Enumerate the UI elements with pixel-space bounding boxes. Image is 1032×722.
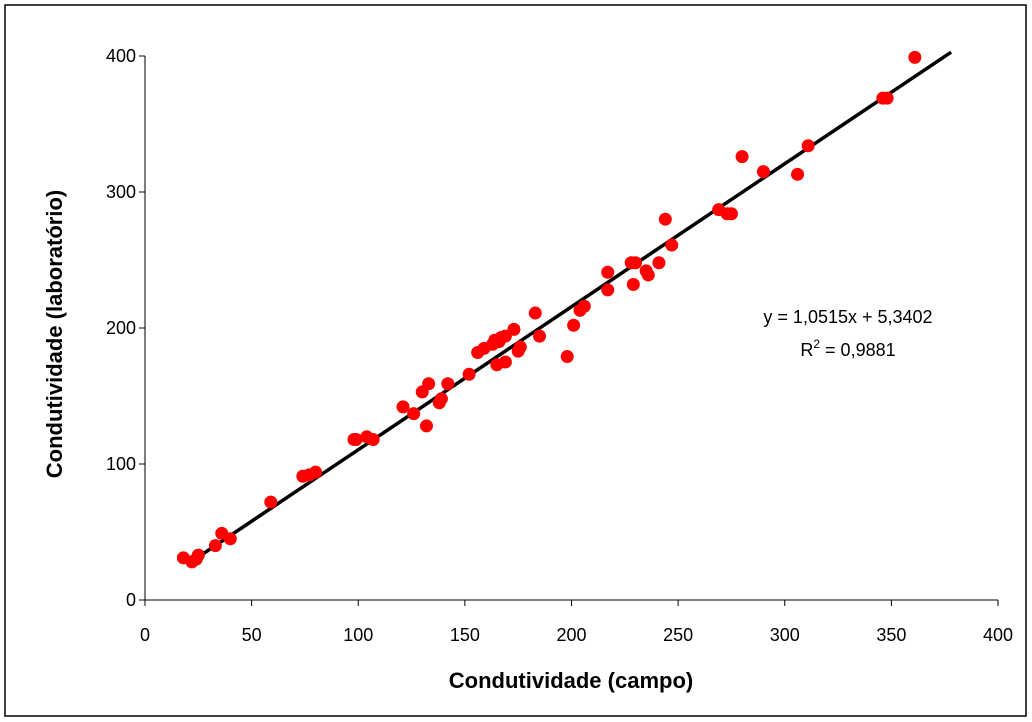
axes (139, 55, 999, 606)
trendline-equation: y = 1,0515x + 5,3402 (763, 307, 932, 327)
data-point (560, 350, 574, 364)
x-axis-title: Condutividade (campo) (449, 668, 693, 693)
data-point (419, 419, 433, 433)
x-tick-label: 50 (242, 625, 262, 645)
x-tick-label: 150 (450, 625, 480, 645)
x-tick-label: 250 (663, 625, 693, 645)
data-point (208, 539, 222, 553)
y-tick-label: 300 (106, 182, 136, 202)
r-squared-superscript: 2 (813, 337, 820, 351)
data-point (309, 465, 323, 479)
data-point (601, 265, 615, 279)
data-point (441, 377, 455, 391)
data-point (577, 299, 591, 313)
data-point (528, 306, 542, 320)
data-point (507, 322, 521, 336)
r-squared-label: R2 = 0,9881 (800, 337, 895, 360)
y-tick-label: 0 (126, 590, 136, 610)
x-tick-label: 400 (983, 625, 1013, 645)
data-point (349, 433, 363, 447)
y-tick-label: 200 (106, 318, 136, 338)
tick-labels: 0 50 100 150 200 250 300 350 400 0 100 200 300 400 (106, 46, 1013, 645)
data-point (223, 532, 237, 546)
data-point (626, 277, 640, 291)
data-point (756, 165, 770, 179)
y-axis-title: Condutividade (laboratório) (42, 190, 67, 478)
y-tick-label: 400 (106, 46, 136, 66)
data-point (735, 150, 749, 164)
data-point (801, 139, 815, 153)
data-point (513, 340, 527, 354)
data-point (191, 548, 205, 562)
x-tick-label: 300 (770, 625, 800, 645)
data-point (652, 256, 666, 270)
data-point (498, 355, 512, 369)
data-point (880, 91, 894, 105)
data-points (176, 50, 922, 569)
data-point (791, 167, 805, 181)
data-point (658, 212, 672, 226)
data-point (641, 268, 655, 282)
data-point (628, 256, 642, 270)
x-tick-label: 0 (140, 625, 150, 645)
data-point (396, 400, 410, 414)
y-tick-label: 100 (106, 454, 136, 474)
trendline (186, 50, 953, 566)
r-squared-prefix: R (800, 340, 813, 360)
data-point (665, 238, 679, 252)
chart-border (4, 4, 1027, 717)
data-point (434, 392, 448, 406)
data-point (724, 207, 738, 221)
data-point (407, 407, 421, 421)
data-point (422, 377, 436, 391)
data-point (533, 329, 547, 343)
x-tick-label: 100 (343, 625, 373, 645)
x-tick-label: 350 (876, 625, 906, 645)
data-point (908, 50, 922, 64)
data-point (462, 367, 476, 381)
data-point (567, 318, 581, 332)
trendline-group (186, 50, 953, 566)
r-squared-value: = 0,9881 (820, 340, 896, 360)
data-point (601, 283, 615, 297)
data-point (366, 433, 380, 447)
data-point (264, 495, 278, 509)
x-tick-label: 200 (556, 625, 586, 645)
